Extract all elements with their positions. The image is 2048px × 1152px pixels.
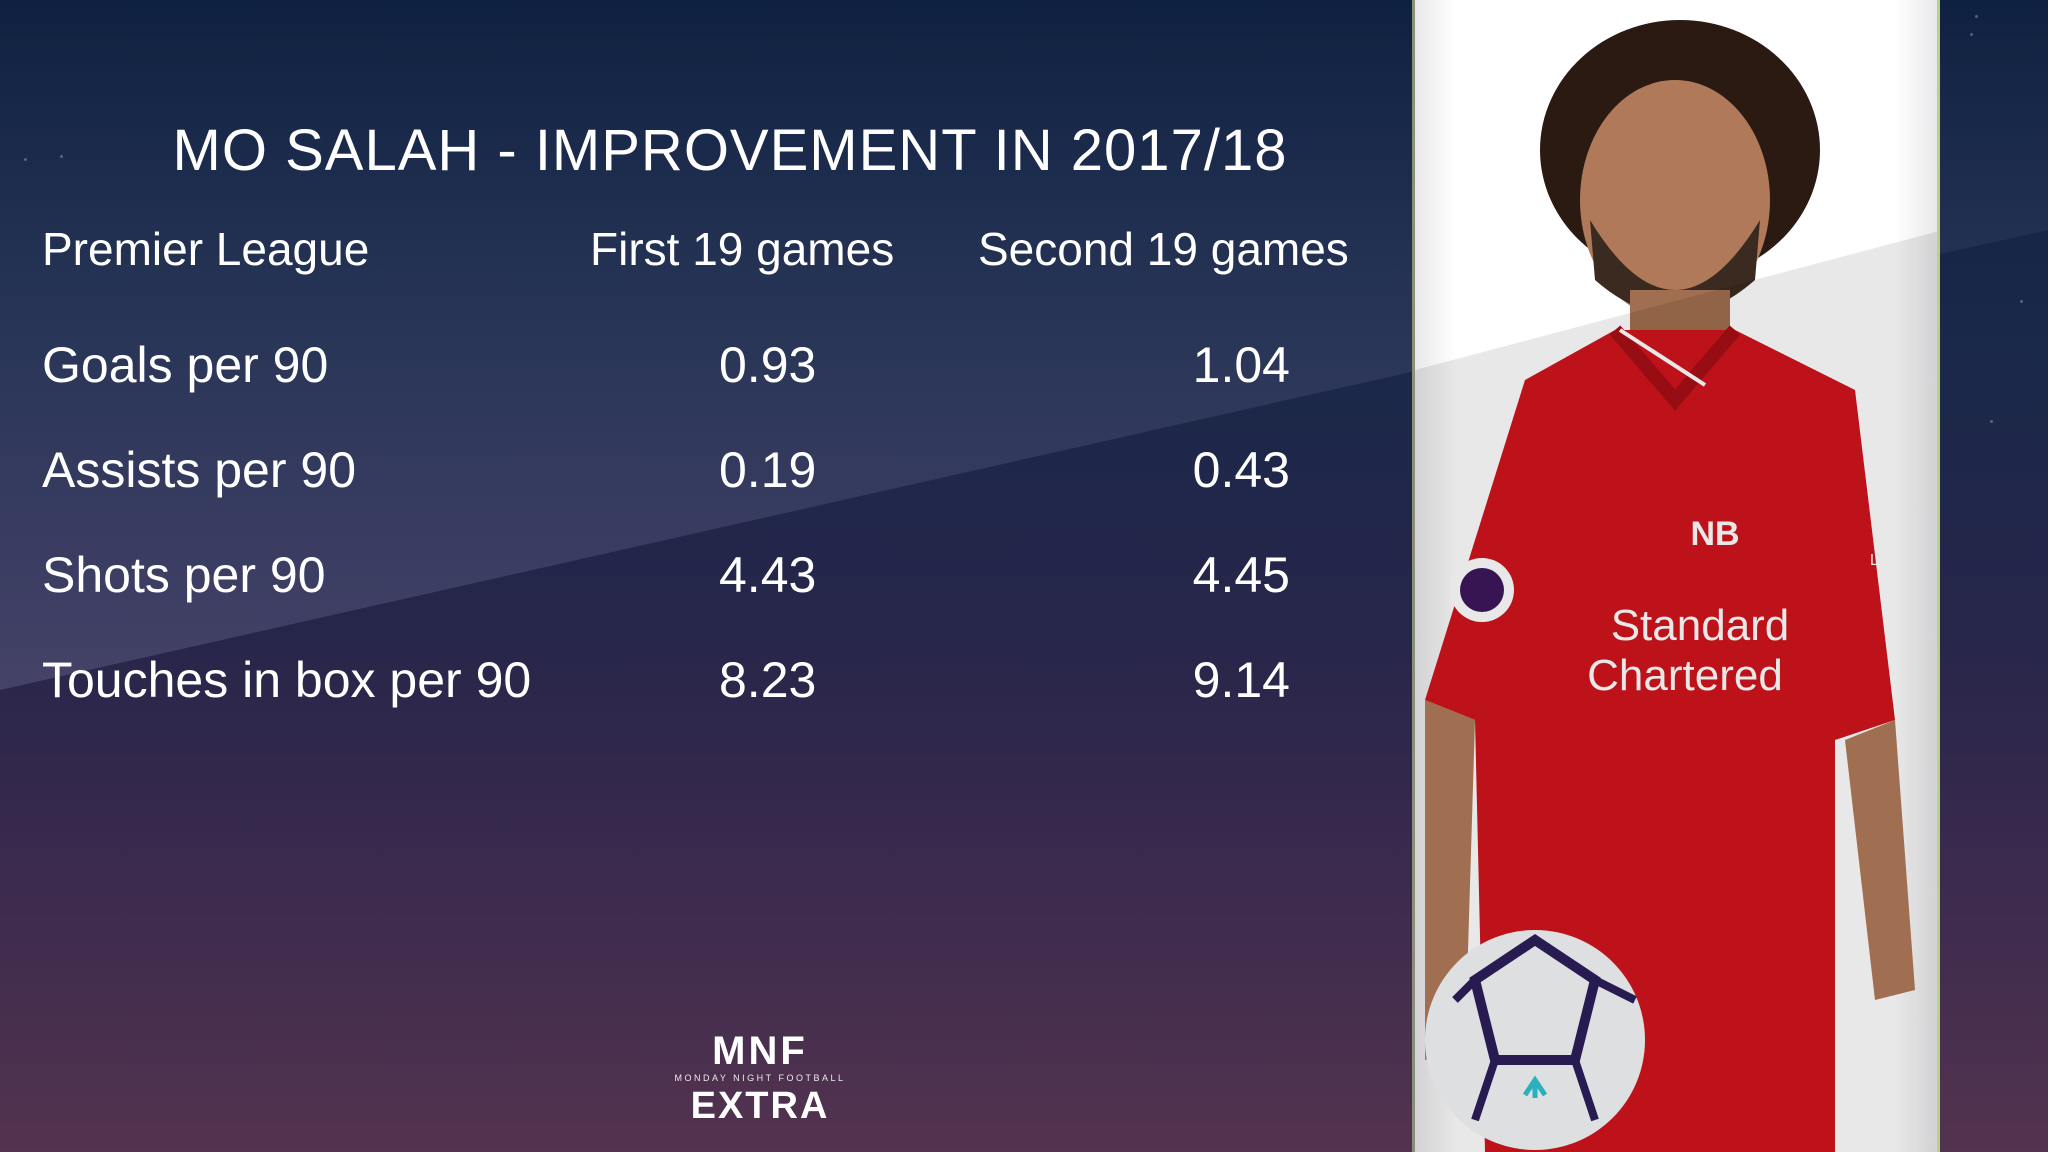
table-row: Assists per 90 0.19 0.43	[42, 441, 1402, 501]
row-second-value: 4.45	[1192, 547, 1290, 603]
row-second-value: 9.14	[1192, 652, 1290, 708]
row-second-value: 1.04	[1192, 337, 1290, 393]
table-row: Goals per 90 0.93 1.04	[42, 336, 1402, 396]
svg-text:LFC: LFC	[1870, 552, 1900, 569]
header-first-19: First 19 games	[590, 223, 895, 275]
table-header: Premier League First 19 games Second 19 …	[42, 222, 1402, 282]
table-row: Touches in box per 90 8.23 9.14	[42, 651, 1402, 711]
header-second-19: Second 19 games	[978, 223, 1349, 275]
mnf-extra-logo: MNF MONDAY NIGHT FOOTBALL EXTRA	[660, 1030, 860, 1128]
logo-subtitle: MONDAY NIGHT FOOTBALL	[674, 1073, 846, 1083]
table-row: Shots per 90 4.43 4.45	[42, 546, 1402, 606]
row-label: Shots per 90	[42, 547, 326, 603]
logo-mnf: MNF	[712, 1029, 808, 1073]
logo-extra: EXTRA	[690, 1085, 830, 1127]
svg-text:NB: NB	[1690, 515, 1739, 553]
page-title: MO SALAH - IMPROVEMENT IN 2017/18	[172, 117, 1288, 183]
svg-text:Chartered: Chartered	[1587, 651, 1783, 700]
panel-light-shade	[1415, 230, 1937, 1152]
row-first-value: 4.43	[719, 547, 817, 603]
row-first-value: 0.93	[719, 337, 817, 393]
row-second-value: 0.43	[1192, 442, 1290, 498]
player-photo: Standard Chartered NB LFC	[1425, 20, 1915, 1152]
row-first-value: 0.19	[719, 442, 817, 498]
row-label: Goals per 90	[42, 337, 329, 393]
header-category: Premier League	[42, 223, 370, 275]
row-first-value: 8.23	[719, 652, 817, 708]
row-label: Assists per 90	[42, 442, 357, 498]
shirt-sponsor: Standard	[1611, 601, 1790, 650]
row-label: Touches in box per 90	[42, 652, 532, 708]
player-photo-panel: Standard Chartered NB LFC	[1412, 0, 1940, 1152]
